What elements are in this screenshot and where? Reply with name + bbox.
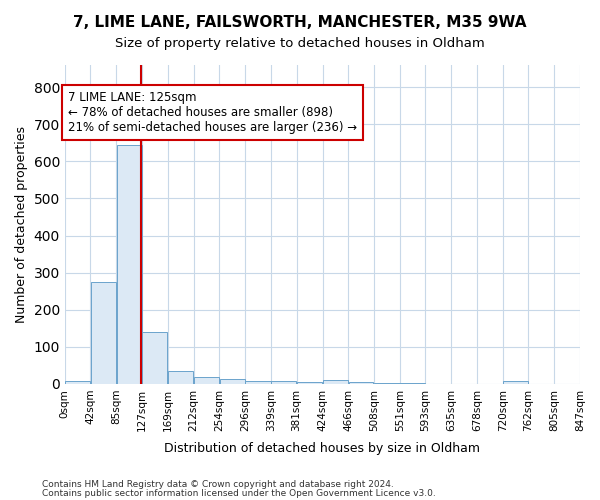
Bar xyxy=(117,144,142,384)
Bar xyxy=(349,382,373,384)
Bar xyxy=(245,380,271,384)
Bar xyxy=(374,383,400,384)
Bar xyxy=(323,380,348,384)
Text: Contains HM Land Registry data © Crown copyright and database right 2024.: Contains HM Land Registry data © Crown c… xyxy=(42,480,394,489)
Bar xyxy=(65,382,90,384)
Bar xyxy=(400,383,425,384)
Y-axis label: Number of detached properties: Number of detached properties xyxy=(15,126,28,323)
Bar xyxy=(220,380,245,384)
Bar xyxy=(194,377,219,384)
X-axis label: Distribution of detached houses by size in Oldham: Distribution of detached houses by size … xyxy=(164,442,481,455)
Bar xyxy=(142,332,167,384)
Text: 7, LIME LANE, FAILSWORTH, MANCHESTER, M35 9WA: 7, LIME LANE, FAILSWORTH, MANCHESTER, M3… xyxy=(73,15,527,30)
Text: Contains public sector information licensed under the Open Government Licence v3: Contains public sector information licen… xyxy=(42,488,436,498)
Bar xyxy=(91,282,116,384)
Bar xyxy=(168,371,193,384)
Bar xyxy=(271,382,296,384)
Text: 7 LIME LANE: 125sqm
← 78% of detached houses are smaller (898)
21% of semi-detac: 7 LIME LANE: 125sqm ← 78% of detached ho… xyxy=(68,91,357,134)
Text: Size of property relative to detached houses in Oldham: Size of property relative to detached ho… xyxy=(115,38,485,51)
Bar xyxy=(297,382,322,384)
Bar xyxy=(503,382,528,384)
